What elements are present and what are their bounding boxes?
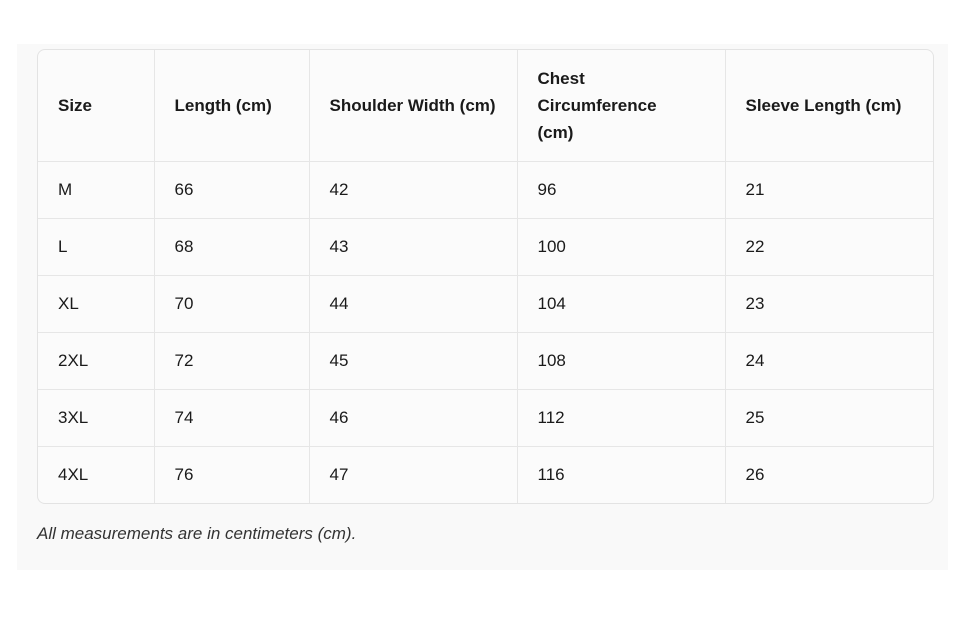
table-container: Size Length (cm) Shoulder Width (cm) Chest … <box>37 49 934 504</box>
table-cell: XL <box>38 275 155 333</box>
table-cell: 45 <box>309 332 518 390</box>
table-cell: 25 <box>725 389 933 447</box>
footnote: All measurements are in centimeters (cm)… <box>37 524 357 543</box>
table-row: XL 70 44 104 23 <box>38 275 933 333</box>
table-cell: 26 <box>745 465 765 484</box>
table-cell: M <box>38 161 155 219</box>
header-cell: Sleeve Length (cm) <box>725 50 933 162</box>
table-body: M 66 42 96 21 L 68 43 100 22 XL 70 44 104 23 2XL 72 45 108… <box>38 161 933 503</box>
table-row: 3XL 74 46 112 25 <box>38 389 933 447</box>
table-cell: 70 <box>154 275 310 333</box>
table-cell: 43 <box>309 218 518 276</box>
table-cell: 23 <box>725 275 933 333</box>
table-cell: 76 <box>154 446 310 503</box>
table-cell: 104 <box>517 275 726 333</box>
table-cell: 96 <box>517 161 726 219</box>
table-cell: 72 <box>154 332 310 390</box>
table-cell: 3XL <box>38 389 155 447</box>
table-cell: 100 <box>517 218 726 276</box>
header-cell: Length (cm) <box>154 50 310 162</box>
header-cell: Chest Circumference (cm) <box>517 50 726 162</box>
table-cell: L <box>38 218 155 276</box>
table-row: M 66 42 96 21 <box>38 161 933 219</box>
table-cell: 66 <box>154 161 310 219</box>
table-cell: 116 <box>517 446 726 503</box>
table-cell: 47 <box>309 446 518 503</box>
table-cell: 74 <box>154 389 310 447</box>
table-cell: 2XL <box>38 332 155 390</box>
panel: Size Length (cm) Shoulder Width (cm) Chest … <box>17 44 948 570</box>
header-cell: Size <box>38 50 155 162</box>
table-cell: 44 <box>309 275 518 333</box>
header-cell: Shoulder Width (cm) <box>309 50 518 162</box>
table-cell: 108 <box>517 332 726 390</box>
table-cell: 112 <box>517 389 726 447</box>
table-row: L 68 43 100 22 <box>38 218 933 276</box>
table-cell: 42 <box>309 161 518 219</box>
table-row: 4XL 76 47 116 26 <box>38 446 933 503</box>
size-table: Size Length (cm) Shoulder Width (cm) Chest … <box>38 50 933 503</box>
table-cell: 68 <box>154 218 310 276</box>
table-cell: 4XL <box>38 446 155 503</box>
table-cell: 24 <box>725 332 933 390</box>
table-cell: 22 <box>725 218 933 276</box>
header-row: Size Length (cm) Shoulder Width (cm) Chest … <box>38 50 933 162</box>
table-cell: 46 <box>309 389 518 447</box>
table-cell: 21 <box>725 161 933 219</box>
table-row: 2XL 72 45 108 24 <box>38 332 933 390</box>
